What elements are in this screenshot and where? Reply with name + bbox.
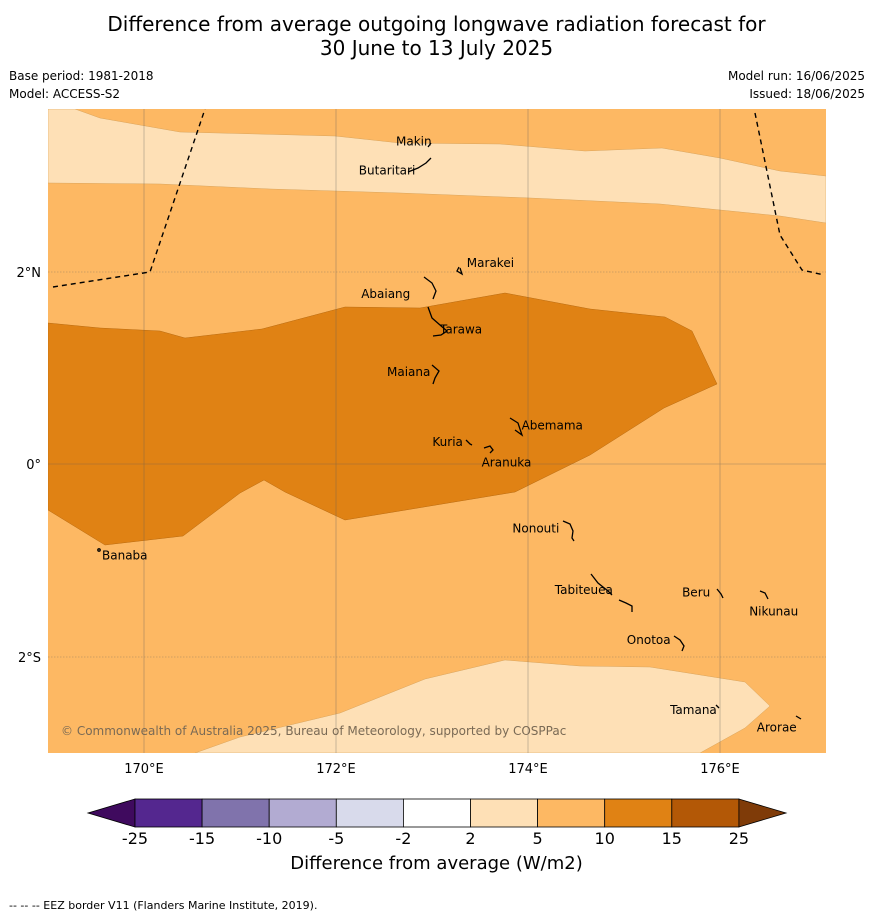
place-label-onotoa: Onotoa — [627, 633, 671, 647]
lon-tick-174: 174°E — [508, 762, 548, 777]
colorbar-segment — [537, 798, 606, 828]
lat-tick-2s: 2°S — [18, 651, 41, 666]
colorbar-tick-label: 2 — [465, 829, 475, 848]
colorbar-segment — [470, 798, 538, 828]
issued-date: Issued: 18/06/2025 — [749, 87, 865, 101]
colorbar-tick-label: -10 — [256, 829, 282, 848]
place-label-abaiang: Abaiang — [361, 287, 410, 301]
colorbar-tick-label: 10 — [595, 829, 615, 848]
place-label-beru: Beru — [682, 586, 710, 600]
colorbar-tick-label: -5 — [328, 829, 344, 848]
colorbar-title: Difference from average (W/m2) — [290, 853, 583, 874]
colorbar-segment — [604, 798, 673, 828]
colorbar-tick-label: -2 — [395, 829, 411, 848]
colorbar-segment — [671, 798, 740, 828]
colorbar-segment — [335, 798, 404, 828]
lat-tick-0: 0° — [26, 458, 41, 473]
colorbar-extend-high — [738, 798, 788, 828]
lat-tick-2n: 2°N — [17, 266, 42, 281]
eez-border — [52, 109, 825, 288]
contour-2-5-south — [194, 659, 771, 753]
colorbar-segment — [402, 798, 471, 828]
lon-tick-176: 176°E — [700, 762, 740, 777]
place-label-tabiteuea: Tabiteuea — [554, 583, 613, 597]
gridlines — [48, 109, 826, 753]
colorbar: -25 -15 -10 -5 -2 2 5 10 15 25 — [86, 798, 788, 848]
place-label-marakei: Marakei — [467, 256, 514, 270]
title-line-2: 30 June to 13 July 2025 — [319, 36, 554, 60]
place-label-abemama: Abemama — [522, 419, 583, 433]
plot-area: Makin Butaritari Marakei Abaiang Tarawa Maian… — [48, 109, 826, 753]
base-period: Base period: 1981-2018 — [9, 69, 154, 83]
place-label-makin: Makin — [396, 134, 432, 148]
colorbar-tick-label: -15 — [189, 829, 215, 848]
map-title: Difference from average outgoing longwav… — [0, 12, 873, 60]
place-label-tamana: Tamana — [669, 703, 717, 717]
place-label-kuria: Kuria — [432, 435, 463, 449]
colorbar-tick-label: -25 — [122, 829, 148, 848]
colorbar-extend-low — [86, 798, 136, 828]
copyright-text: © Commonwealth of Australia 2025, Bureau… — [61, 724, 566, 738]
place-label-nikunau: Nikunau — [749, 605, 798, 619]
place-labels: Makin Butaritari Marakei Abaiang Tarawa Maian… — [102, 134, 798, 734]
place-label-banaba: Banaba — [102, 549, 148, 563]
place-label-maiana: Maiana — [387, 365, 430, 379]
colorbar-tick-label: 5 — [533, 829, 543, 848]
place-label-nonouti: Nonouti — [512, 521, 559, 535]
meta-right: Model run: 16/06/2025 Issued: 18/06/2025 — [728, 67, 865, 103]
colorbar-segment — [268, 798, 337, 828]
lon-tick-172: 172°E — [316, 762, 356, 777]
colorbar-segment — [134, 798, 203, 828]
place-label-arorae: Arorae — [757, 720, 797, 734]
model-run: Model run: 16/06/2025 — [727, 69, 865, 83]
colorbar-tick-label: 15 — [662, 829, 682, 848]
place-label-tarawa: Tarawa — [439, 323, 482, 337]
model-name: Model: ACCESS-S2 — [9, 87, 121, 101]
colorbar-tick-label: 25 — [729, 829, 749, 848]
place-label-aranuka: Aranuka — [482, 456, 532, 470]
contour-10-15 — [48, 292, 718, 546]
title-line-1: Difference from average outgoing longwav… — [107, 12, 766, 36]
meta-left: Base period: 1981-2018 Model: ACCESS-S2 — [9, 67, 154, 103]
colorbar-segment — [201, 798, 270, 828]
place-label-butaritari: Butaritari — [359, 163, 416, 177]
island-outlines — [97, 142, 802, 720]
contour-2-5-north — [48, 109, 826, 224]
lon-tick-170: 170°E — [124, 762, 164, 777]
footnote: -- -- -- EEZ border V11 (Flanders Marine… — [9, 899, 318, 912]
axis-tick-labels: 170°E 172°E 174°E 176°E 2°N 0° 2°S — [17, 266, 740, 777]
